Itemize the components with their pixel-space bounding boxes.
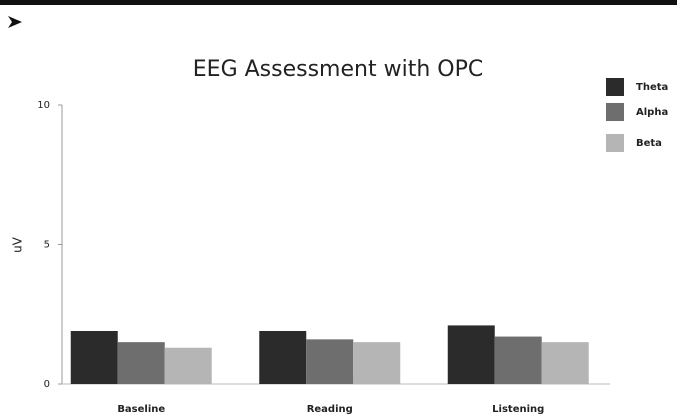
legend-label: Theta: [636, 82, 668, 93]
bar: [541, 342, 589, 384]
y-axis-label: uV: [11, 236, 25, 253]
legend-swatch: [606, 134, 624, 152]
bar: [306, 339, 354, 384]
legend-label: Beta: [636, 138, 662, 149]
bar: [164, 347, 212, 384]
x-tick-label: Listening: [492, 404, 544, 415]
x-tick-label: Reading: [307, 404, 353, 415]
legend-label: Alpha: [636, 107, 668, 118]
legend-swatch: [606, 103, 624, 121]
y-tick-label: 5: [44, 240, 50, 251]
y-tick-label: 0: [44, 379, 50, 390]
bar: [259, 330, 307, 384]
chart-title: EEG Assessment with OPC: [193, 57, 483, 82]
bar: [70, 330, 118, 384]
bar: [447, 325, 495, 384]
bar: [494, 336, 542, 384]
top-bar: [0, 0, 677, 5]
bar: [117, 342, 165, 384]
legend-swatch: [606, 78, 624, 96]
bar: [353, 342, 401, 384]
x-tick-label: Baseline: [117, 404, 165, 415]
y-tick-label: 10: [37, 100, 50, 111]
bullet-arrow: [8, 16, 22, 28]
